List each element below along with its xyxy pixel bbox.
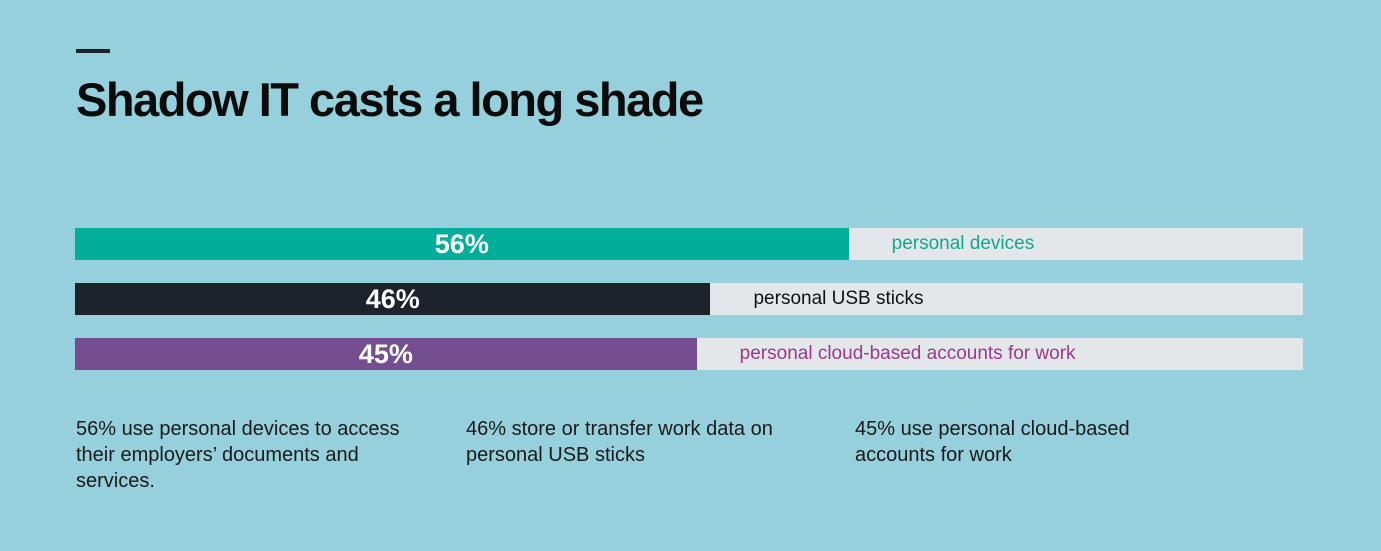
bar-category-label: personal USB sticks	[753, 288, 924, 309]
bar-value-label: 46%	[365, 284, 420, 314]
caption-cloud-accounts: 45% use personal cloud-based accounts fo…	[855, 418, 1130, 466]
bar-personal-devices	[75, 228, 849, 260]
bar-track-personal-usb-sticks: 46% personal USB sticks	[75, 283, 1303, 315]
bar-category-label: personal cloud-based accounts for work	[739, 343, 1076, 364]
bar-chart: 56% personal devices 46% personal USB st…	[75, 228, 1303, 370]
bar-personal-cloud-accounts	[75, 338, 697, 370]
title-accent-line	[76, 49, 110, 53]
caption-personal-devices: 56% use personal devices to access their…	[76, 418, 400, 492]
bar-value-label: 45%	[358, 339, 413, 369]
page-title: Shadow IT casts a long shade	[76, 73, 704, 126]
bar-personal-usb-sticks	[75, 283, 711, 315]
bar-category-label: personal devices	[891, 233, 1035, 254]
bar-value-label: 56%	[434, 229, 489, 259]
bar-track-personal-devices: 56% personal devices	[75, 228, 1303, 260]
bar-track-personal-cloud-accounts: 45% personal cloud-based accounts for wo…	[75, 338, 1303, 370]
caption-usb-sticks: 46% store or transfer work data on perso…	[466, 418, 773, 466]
